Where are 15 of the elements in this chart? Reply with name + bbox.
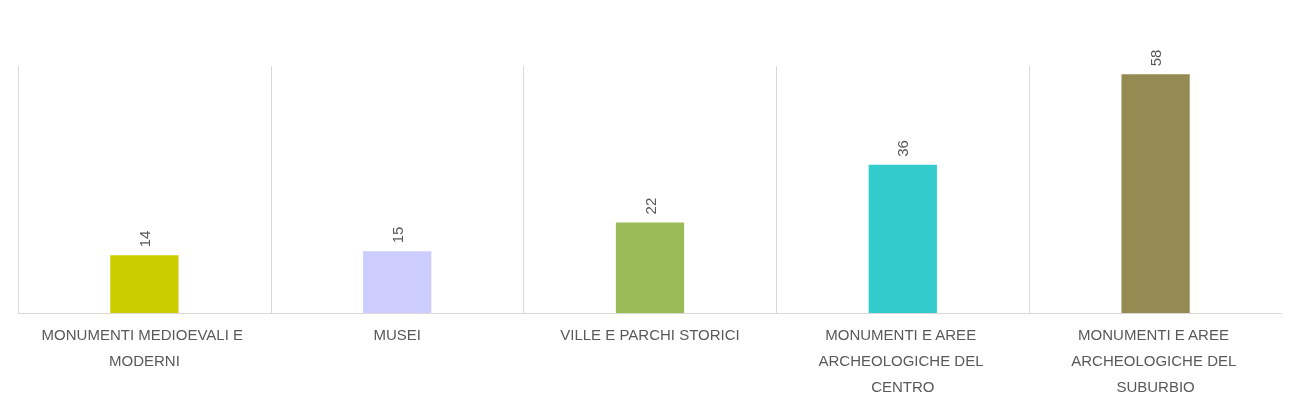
data-label: 58 [1147,49,1165,67]
data-label: 36 [894,140,912,157]
data-label: 14 [135,230,153,248]
bar [615,222,685,313]
x-tick-label: MONUMENTI E AREE ARCHEOLOGICHE DEL CENTRO [818,325,988,395]
bar [110,255,179,313]
bar [1121,74,1190,313]
x-tick-label: MONUMENTI MEDIOEVALI E MODERNI [41,325,248,369]
x-tick-label: MUSEI [373,325,421,343]
bar [363,251,432,313]
x-tick-label: VILLE E PARCHI STORICI [560,325,740,343]
x-tick-label: MONUMENTI E AREE ARCHEOLOGICHE DEL SUBURBIO [1071,325,1240,395]
bar [868,164,937,313]
data-label: 22 [641,197,659,215]
data-label: 15 [388,226,406,244]
